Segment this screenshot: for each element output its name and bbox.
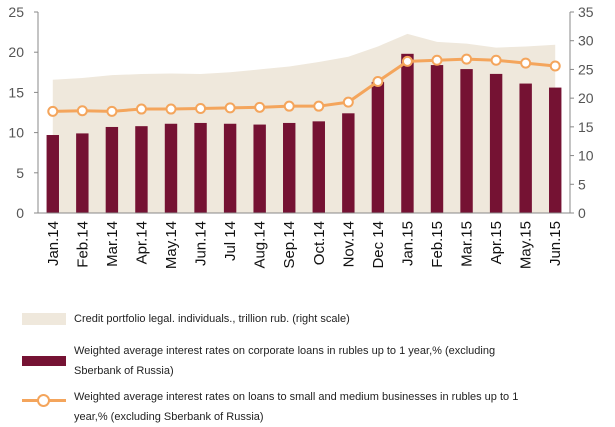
left-tick-label: 25 — [8, 4, 24, 20]
right-tick-label: 35 — [578, 4, 594, 20]
sme-rate-point-jan-14 — [47, 105, 59, 117]
sme-rate-point-sep-14 — [283, 100, 295, 112]
x-tick-label: Jan.14 — [45, 221, 62, 266]
corporate-rate-bar-feb-15 — [430, 65, 444, 214]
corporate-rate-bar-jul-14 — [223, 123, 237, 213]
sme-rate-point-mar-15 — [461, 53, 473, 65]
x-tick-label: Jan.15 — [399, 221, 416, 266]
corporate-rate-bar-jun-14 — [194, 122, 207, 213]
sme-rate-point-dec-14 — [372, 75, 384, 87]
corporate-rate-bar-dec-14 — [371, 81, 385, 213]
x-tick-label: Apr.15 — [488, 221, 505, 264]
corporate-rate-bar-apr-14 — [135, 126, 148, 213]
sme-rate-point-apr-15 — [490, 54, 502, 66]
x-tick-label: Jul 14 — [222, 221, 239, 261]
right-tick-label: 15 — [578, 119, 594, 135]
corporate-rate-bar-may-15 — [519, 83, 532, 213]
x-tick-label: Mar.15 — [459, 221, 476, 267]
sme-rate-point-mar-14 — [106, 105, 118, 117]
left-tick-label: 5 — [16, 165, 24, 181]
legend-label: Weighted average interest rates on loans… — [74, 391, 519, 423]
sme-rate-point-jun-14 — [195, 102, 207, 114]
corporate-rate-bar-aug-14 — [253, 124, 266, 213]
sme-rate-point-feb-14 — [76, 105, 88, 117]
x-tick-label: Nov.14 — [340, 221, 357, 267]
x-tick-label: Mar.14 — [104, 221, 121, 267]
right-tick-label: 0 — [578, 205, 586, 221]
legend-label: Weighted average interest rates on corpo… — [74, 345, 496, 377]
corporate-rate-bar-jan-14 — [46, 135, 59, 213]
left-tick-label: 15 — [8, 84, 24, 100]
sme-rate-point-may-14 — [165, 103, 177, 115]
x-tick-label: Feb.14 — [74, 221, 91, 268]
credit-portfolio-area — [52, 33, 556, 213]
x-tick-label: Apr.14 — [133, 221, 150, 264]
x-tick-label: Jun.14 — [193, 221, 210, 266]
corporate-rate-bar-mar-15 — [460, 69, 473, 213]
x-tick-label: Oct.14 — [311, 221, 328, 265]
corporate-rate-bar-feb-14 — [76, 133, 89, 213]
x-tick-label: Dec 14 — [370, 221, 387, 269]
x-tick-label: Sep.14 — [281, 221, 298, 269]
left-tick-label: 0 — [16, 205, 24, 221]
sme-rate-point-feb-15 — [431, 54, 443, 66]
corporate-rate-bar-sep-14 — [283, 122, 296, 213]
sme-rate-point-nov-14 — [342, 96, 354, 108]
left-tick-label: 20 — [8, 44, 24, 60]
legend-item-corporate-rate: Weighted average interest rates on corpo… — [22, 341, 544, 381]
x-tick-label: Feb.15 — [429, 221, 446, 268]
sme-rate-point-jul-14 — [224, 102, 236, 114]
corporate-rate-bar-nov-14 — [342, 113, 355, 213]
right-tick-label: 30 — [578, 33, 594, 49]
corporate-rate-bar-mar-14 — [105, 126, 119, 213]
corporate-rate-bar-oct-14 — [312, 121, 325, 213]
x-tick-label: May.15 — [518, 221, 535, 269]
sme-rate-point-jan-15 — [401, 55, 413, 67]
corporate-rate-bar-jun-15 — [549, 87, 562, 213]
right-tick-label: 5 — [578, 176, 586, 192]
legend-item-credit-portfolio: Credit portfolio legal. individuals., tr… — [22, 309, 544, 329]
sme-rate-point-apr-14 — [135, 103, 147, 115]
legend-item-sme-rate: Weighted average interest rates on loans… — [22, 387, 544, 427]
x-tick-label: May.14 — [163, 221, 180, 269]
x-tick-label: Jun.15 — [547, 221, 564, 266]
right-tick-label: 10 — [578, 148, 594, 164]
left-tick-label: 10 — [8, 125, 24, 141]
sme-rate-point-jun-15 — [549, 60, 561, 72]
sme-rate-point-oct-14 — [313, 100, 325, 112]
right-tick-label: 20 — [578, 90, 594, 106]
chart: 0 5 10 15 20 25 0 5 10 15 20 25 30 35 Jan.14 Feb.14 Mar.… — [8, 4, 594, 269]
corporate-rate-bar-jan-15 — [401, 53, 414, 213]
sme-rate-point-may-15 — [520, 57, 532, 69]
corporate-rate-bar-may-14 — [164, 123, 178, 213]
right-tick-label: 25 — [578, 61, 594, 77]
sme-rate-point-aug-14 — [254, 101, 266, 113]
x-tick-label: Aug.14 — [252, 221, 269, 269]
corporate-rate-bar-apr-15 — [489, 73, 503, 214]
legend-label: Credit portfolio legal. individuals., tr… — [74, 313, 350, 325]
